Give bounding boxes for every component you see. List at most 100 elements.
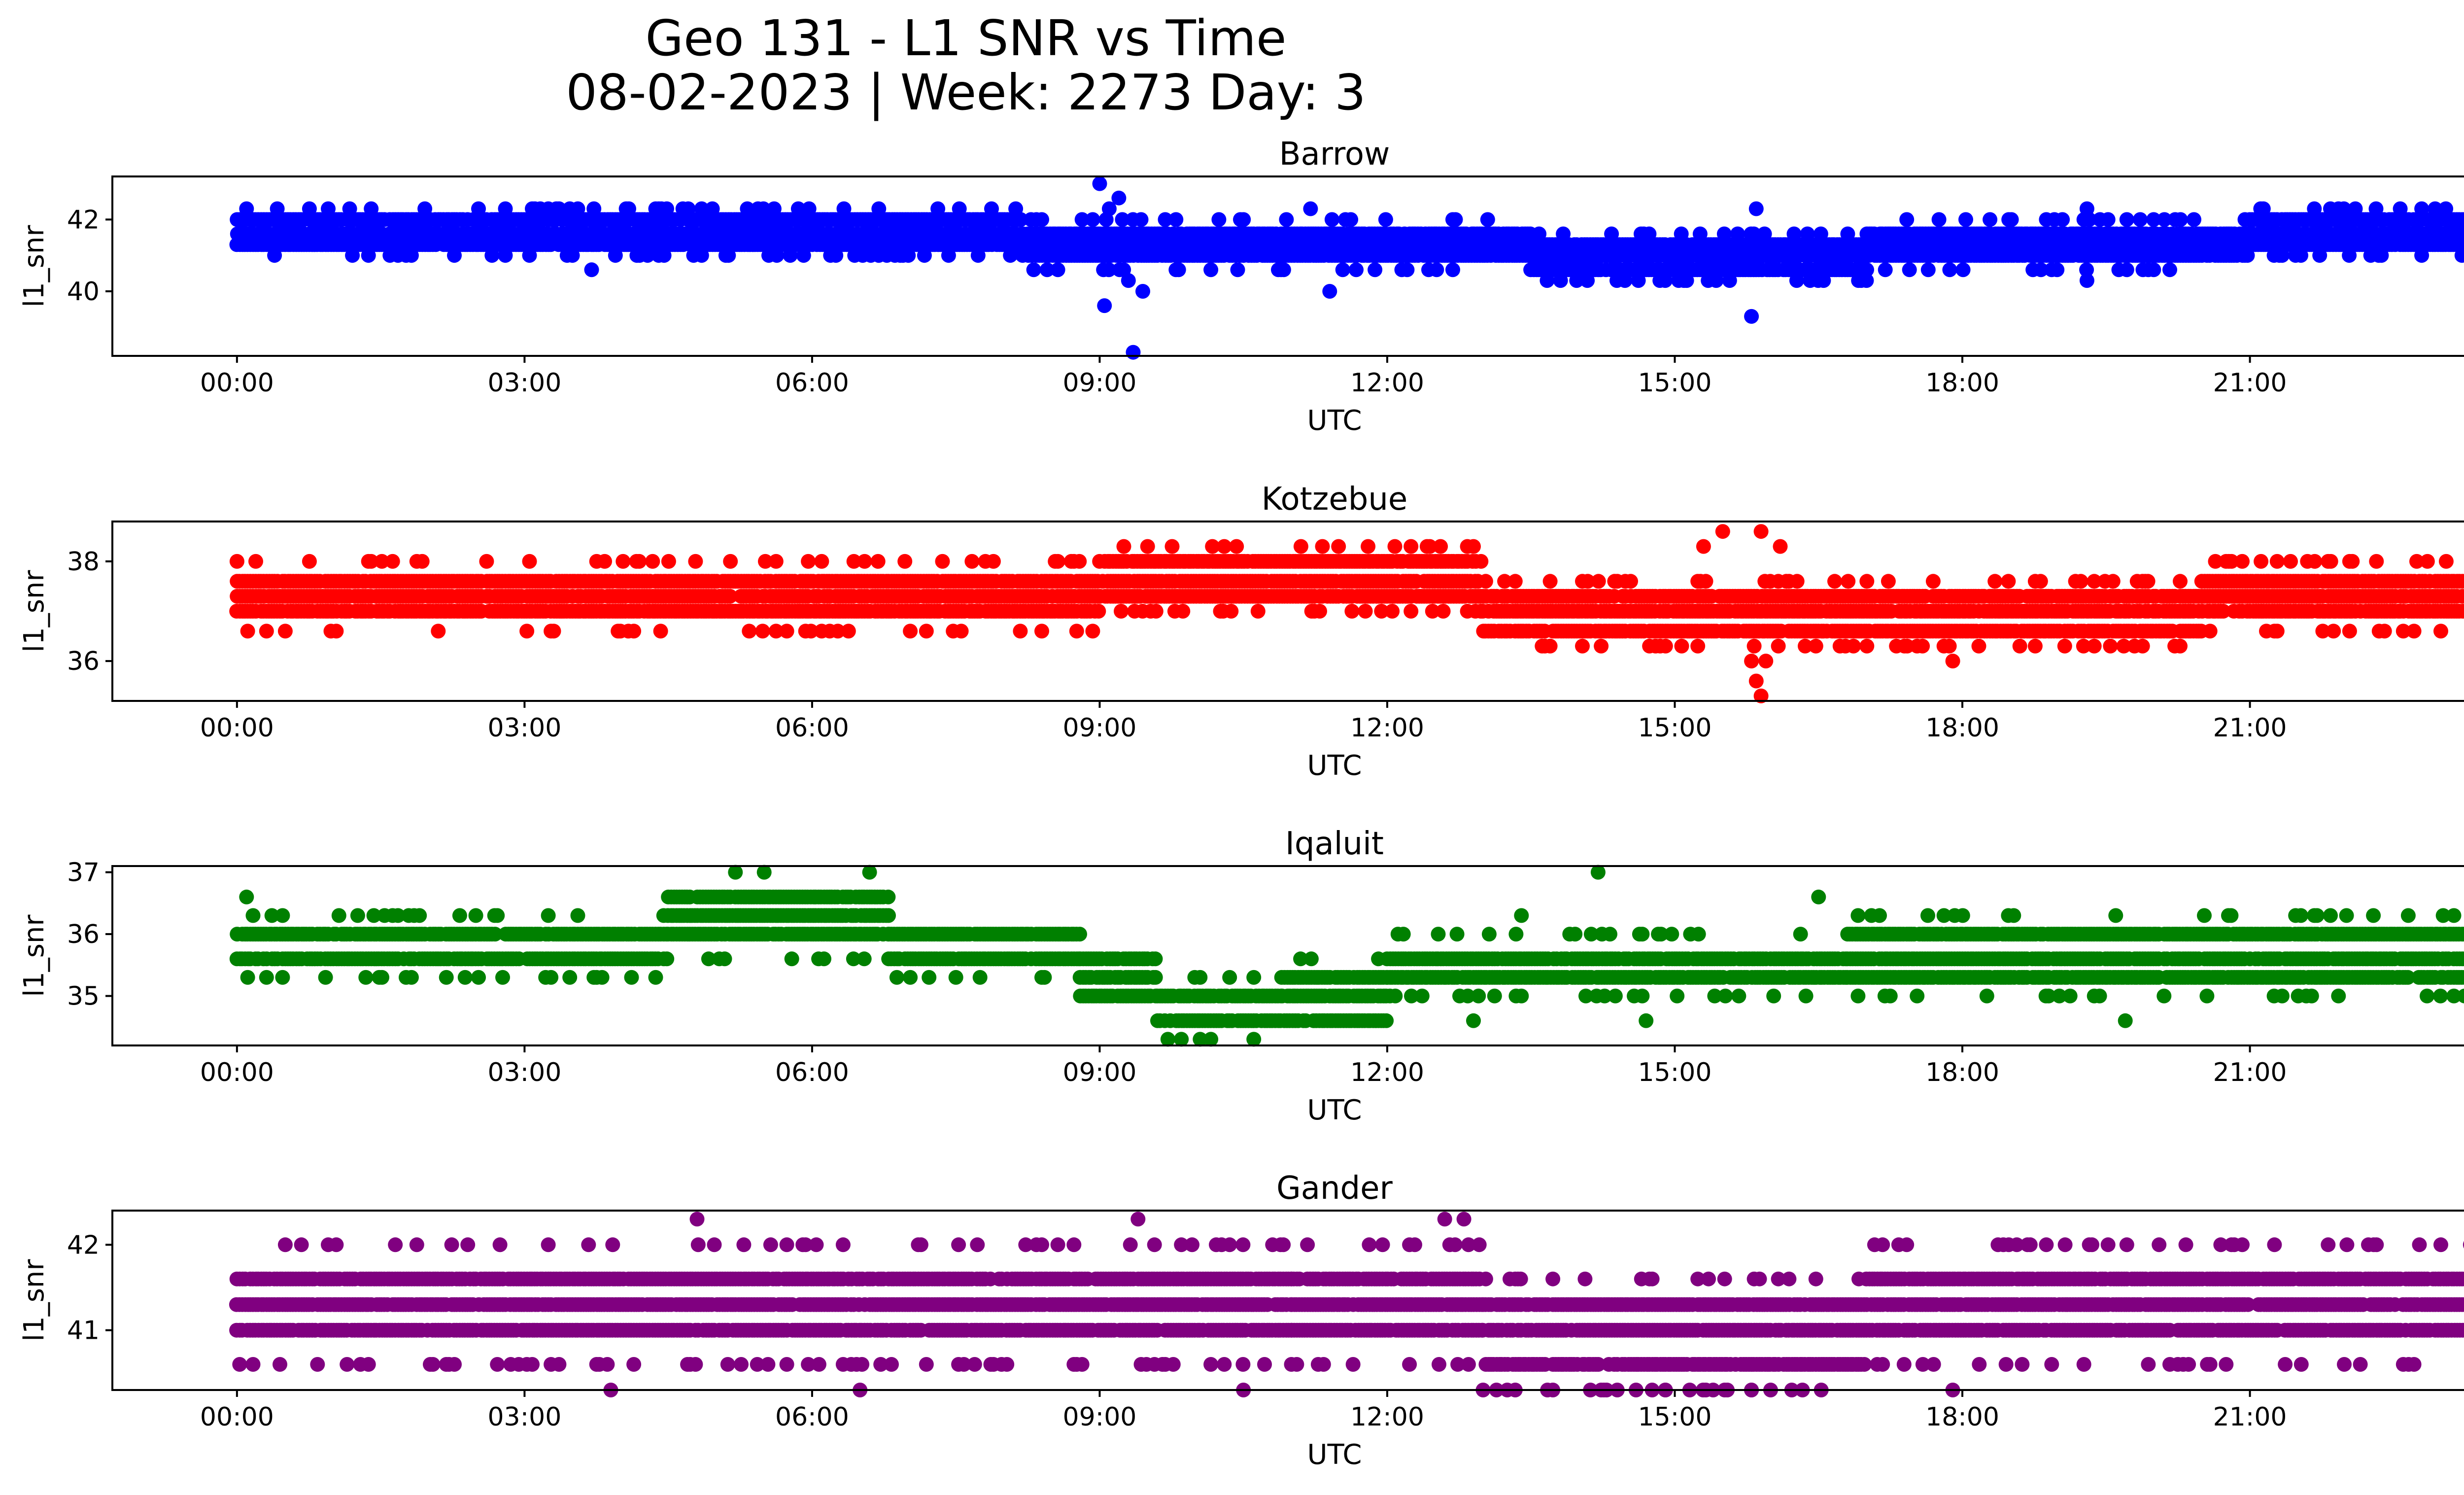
point-barrow-2089: [2055, 212, 2070, 227]
point-kotzebue-1441: [1507, 574, 1523, 589]
point-barrow-1252: [1324, 212, 1339, 227]
point-kotzebue-1226: [1315, 539, 1330, 554]
point-kotzebue-430: [616, 554, 631, 569]
point-kotzebue-880: [1013, 624, 1028, 639]
point-kotzebue-947: [1072, 554, 1087, 569]
point-barrow-2643: [1744, 309, 1759, 324]
point-barrow-2637: [1135, 284, 1150, 299]
point-kotzebue-407: [597, 554, 612, 569]
point-kotzebue-1919: [1925, 574, 1941, 589]
point-kotzebue-2194: [2173, 638, 2188, 654]
point-barrow-2644: [1748, 201, 1764, 216]
point-kotzebue-209: [414, 554, 430, 569]
point-kotzebue-1273: [1358, 604, 1373, 619]
point-kotzebue-475: [653, 624, 668, 639]
point-kotzebue-1970: [1971, 638, 1986, 654]
point-barrow-1275: [1343, 212, 1359, 227]
point-barrow-1282: [1349, 262, 1364, 278]
point-kotzebue-776: [919, 624, 934, 639]
point-kotzebue-2228: [2202, 624, 2218, 639]
point-barrow-1972: [1955, 262, 1971, 278]
point-barrow-2028: [2004, 212, 2019, 227]
point-barrow-2164: [2119, 212, 2134, 227]
point-barrow-1957: [1942, 262, 1957, 278]
point-barrow-1065: [1158, 212, 1173, 227]
point-kotzebue-1571: [1623, 574, 1638, 589]
point-kotzebue-485: [661, 554, 676, 569]
point-barrow-971: [1074, 212, 1090, 227]
point-kotzebue-922: [1050, 554, 1065, 569]
point-barrow-1005: [1101, 262, 1117, 278]
point-kotzebue-1737: [1771, 638, 1786, 654]
point-kotzebue-851: [986, 554, 1001, 569]
point-barrow-901: [1013, 212, 1028, 227]
point-barrow-2196: [2146, 262, 2161, 278]
point-barrow-1935: [1920, 262, 1936, 278]
point-kotzebue-1782: [1808, 638, 1823, 654]
point-kotzebue-227: [431, 624, 446, 639]
point-kotzebue-996: [1116, 539, 1131, 554]
point-kotzebue-2193: [2173, 574, 2188, 589]
point-barrow-1976: [1958, 212, 1973, 227]
point-kotzebue-1033: [1148, 604, 1164, 619]
point-kotzebue-443: [626, 624, 642, 639]
point-kotzebue-751: [897, 554, 913, 569]
point-kotzebue-1646: [1690, 638, 1706, 654]
point-barrow-2642: [584, 262, 599, 278]
point-barrow-1124: [1211, 212, 1227, 227]
point-kotzebue-516: [688, 554, 703, 569]
point-kotzebue-688: [841, 624, 856, 639]
point-kotzebue-1258: [1344, 604, 1360, 619]
point-kotzebue-758: [903, 624, 918, 639]
point-kotzebue-1539: [1594, 638, 1609, 654]
point-barrow-984: [1085, 212, 1100, 227]
point-kotzebue-815: [954, 624, 969, 639]
point-kotzebue-2265: [2235, 554, 2250, 569]
point-kotzebue-616: [779, 624, 794, 639]
point-barrow-1866: [1859, 273, 1874, 288]
point-kotzebue-1153: [1250, 604, 1266, 619]
xlabel-barrow: UTC: [1307, 405, 1362, 437]
point-kotzebue-1480: [1542, 574, 1558, 589]
ytick-label-barrow-42: 42: [67, 205, 100, 235]
point-barrow-1315: [1378, 212, 1393, 227]
point-barrow-931: [1039, 262, 1055, 278]
point-kotzebue-1064: [1175, 604, 1191, 619]
point-barrow-1202: [1279, 212, 1294, 227]
point-kotzebue-2118: [2103, 638, 2118, 654]
point-kotzebue-1412: [1478, 574, 1493, 589]
points-kotzebue: [229, 524, 2464, 703]
point-barrow-2215: [2162, 262, 2177, 278]
point-kotzebue-1326: [1403, 604, 1419, 619]
point-kotzebue-641: [801, 554, 816, 569]
point-kotzebue-2154: [2135, 638, 2150, 654]
point-barrow-1888: [1878, 262, 1893, 278]
point-barrow-2003: [1983, 212, 1998, 227]
point-barrow-2640: [1322, 284, 1337, 299]
point-kotzebue-655: [814, 554, 829, 569]
point-barrow-1079: [1171, 262, 1186, 278]
point-kotzebue-573: [742, 624, 757, 639]
point-kotzebue-352: [546, 624, 561, 639]
point-barrow-944: [1050, 262, 1065, 278]
point-kotzebue-1802: [1827, 574, 1842, 589]
point-barrow-2163: [2119, 262, 2134, 278]
point-kotzebue-37: [259, 624, 274, 639]
point-barrow-1198: [1276, 262, 1291, 278]
point-barrow-2647: [2079, 273, 2094, 288]
xtick-label-barrow-6: 18:00: [1925, 368, 1999, 398]
point-kotzebue-1051: [1164, 539, 1180, 554]
point-kotzebue-2307: [2269, 624, 2285, 639]
point-barrow-1338: [1400, 262, 1415, 278]
point-kotzebue-325: [522, 554, 537, 569]
point-kotzebue-1243: [1331, 539, 1346, 554]
point-kotzebue-85: [302, 554, 317, 569]
point-kotzebue-57: [277, 624, 293, 639]
point-barrow-1302: [1368, 262, 1383, 278]
point-barrow-1265: [1335, 262, 1350, 278]
point-kotzebue-1987: [1987, 574, 2003, 589]
point-kotzebue-1122: [1224, 604, 1239, 619]
point-kotzebue-16: [240, 624, 255, 639]
point-barrow-2648: [2348, 201, 2363, 216]
